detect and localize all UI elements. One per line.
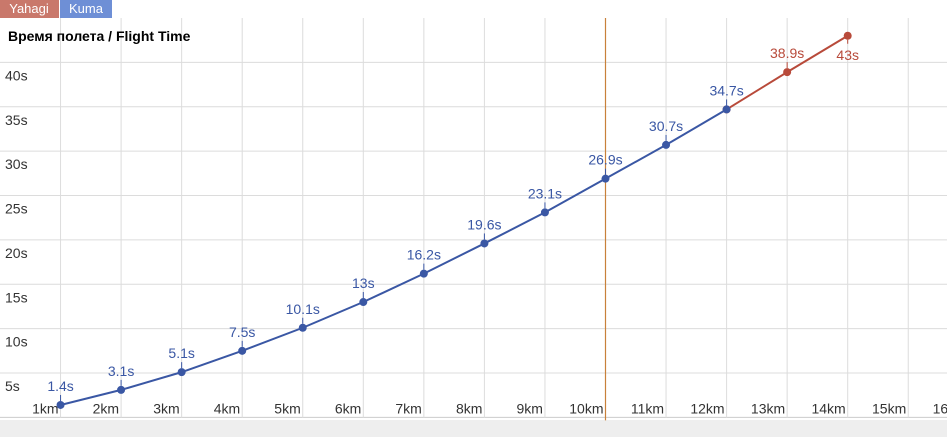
data-label: 23.1s [528,185,562,201]
data-point [298,323,307,332]
tab-label[interactable]: Yahagi [9,1,49,16]
x-tick-label: 11km [631,400,664,416]
y-tick-label: 40s [5,67,28,83]
data-point [238,346,247,355]
data-label: 30.7s [649,118,683,134]
x-tick-label: 16km [933,400,947,416]
y-tick-label: 20s [5,245,28,261]
data-label: 16.2s [407,247,441,263]
tab[interactable] [60,0,112,18]
tab-label[interactable]: Kuma [69,1,104,16]
data-point [177,368,186,377]
data-point [722,105,731,114]
x-tick-label: 3km [153,400,179,416]
y-tick-label: 10s [5,334,28,350]
data-label: 34.7s [709,82,743,98]
x-tick-label: 2km [93,400,119,416]
data-label: 7.5s [229,324,255,340]
x-tick-label: 5km [274,400,300,416]
y-tick-label: 5s [5,378,20,394]
chart-title: Время полета / Flight Time [8,28,191,44]
x-tick-label: 9km [516,400,542,416]
data-point [783,68,792,77]
y-tick-label: 30s [5,156,28,172]
data-label: 26.9s [588,152,622,168]
tab[interactable] [0,0,59,18]
data-label: 19.6s [467,216,501,232]
data-point [56,400,65,409]
data-point [117,385,126,394]
data-point [480,239,489,248]
data-point [359,298,368,307]
data-label: 43s [836,47,859,63]
data-label: 10.1s [286,301,320,317]
x-tick-label: 12km [690,400,724,416]
x-tick-label: 4km [214,400,240,416]
grid: 5s 10s 15s 20s 25s 30s 35s 40s 1km 2km 3km 4km 5km 6k… [0,18,947,421]
footer-strip [0,420,947,437]
data-point [601,174,610,183]
data-label: 38.9s [770,45,804,61]
y-tick-label: 25s [5,201,28,217]
x-tick-label: 1km [32,400,58,416]
data-point [419,269,428,278]
y-tick-label: 15s [5,289,28,305]
x-tick-label: 14km [811,400,845,416]
plot: 38.9s 43s 1.4s 3.1s 5.1s 7.5s 10.1s 13s 16.2s 19.… [47,31,859,409]
x-tick-label: 15km [872,400,906,416]
data-label: 3.1s [108,363,134,379]
series-line [60,108,728,406]
x-tick-label: 6km [335,400,361,416]
y-tick-label: 35s [5,112,28,128]
data-point [662,140,671,149]
x-tick-label: 13km [751,400,785,416]
x-tick-label: 7km [395,400,421,416]
data-point [540,208,549,217]
data-label: 13s [352,275,375,291]
data-point [843,31,852,40]
data-label: 5.1s [168,345,194,361]
x-tick-label: 8km [456,400,482,416]
x-tick-label: 10km [569,400,603,416]
data-label: 1.4s [47,378,73,394]
